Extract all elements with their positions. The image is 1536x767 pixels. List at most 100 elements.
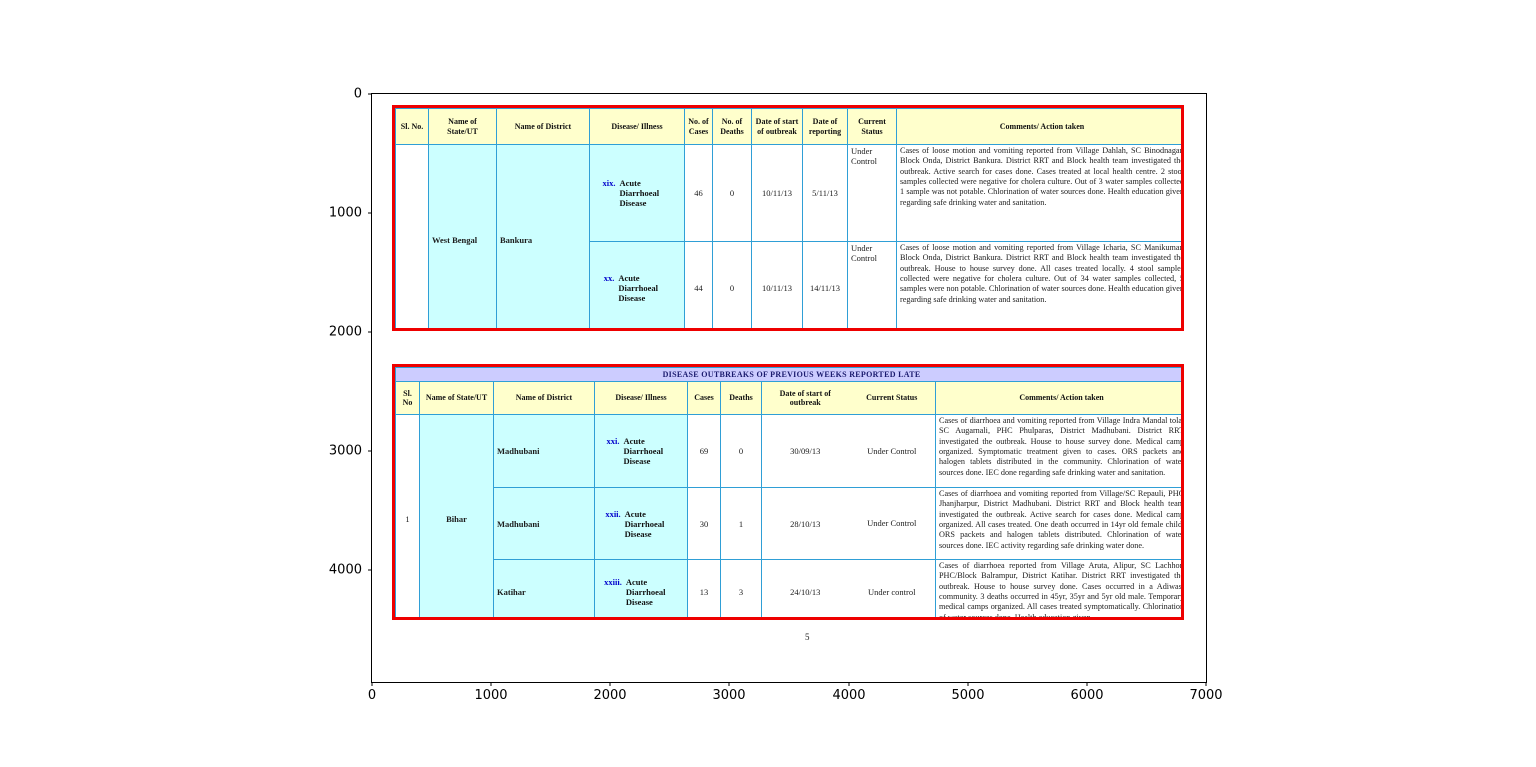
table1-cases-cell: 44: [684, 241, 713, 328]
page-number: 5: [805, 632, 810, 642]
x-tick-label: 3000: [712, 688, 746, 703]
table2-cases-cell: 30: [687, 487, 721, 560]
y-tick-mark: [368, 569, 372, 571]
table1-header-sl-no: Sl. No.: [395, 108, 429, 145]
table2-status-cell: Under Control: [848, 487, 936, 560]
table2-comments-cell: Cases of diarrhoea and vomiting reported…: [934, 487, 1181, 560]
x-tick-mark: [609, 682, 611, 686]
table2-date-start-cell: 24/10/13: [761, 559, 849, 617]
x-tick-mark: [728, 682, 730, 686]
table2-row-xxi: 1 Bihar Madhubani xxi. Acute Diarrhoeal …: [395, 414, 1181, 617]
table1-status-cell: Under Control: [847, 144, 897, 242]
disease-serial: xix.: [602, 178, 616, 188]
table2-title: DISEASE OUTBREAKS OF PREVIOUS WEEKS REPO…: [395, 367, 1181, 382]
table2-cases-cell: 69: [687, 414, 721, 488]
table1-header-status: Current Status: [847, 108, 897, 145]
x-tick-mark: [490, 682, 492, 686]
disease-name: Acute Diarrhoeal Disease: [618, 273, 658, 303]
table2-row-xxii: Madhubani xxii. Acute Diarrhoeal Disease…: [396, 487, 1181, 560]
y-tick-mark: [368, 450, 372, 452]
table2-deaths-cell: 3: [720, 559, 762, 617]
table2-header-sl-no: Sl. No: [395, 381, 420, 415]
table2-header-state: Name of State/UT: [419, 381, 494, 415]
table1-header-disease: Disease/ Illness: [589, 108, 685, 145]
table1-row-xix: West Bengal Bankura xix. Acute Diarrhoea…: [395, 144, 1181, 328]
table1-comments-cell: Cases of loose motion and vomiting repor…: [896, 241, 1181, 328]
outbreak-table-current-week: Sl. No. Name of State/UT Name of Distric…: [392, 105, 1184, 331]
table2-header-cases: Cases: [687, 381, 721, 415]
table2-header-row: Sl. No Name of State/UT Name of District…: [395, 381, 1181, 415]
y-tick-label: 2000: [328, 324, 362, 340]
table2-date-start-cell: 28/10/13: [761, 487, 849, 560]
y-tick-label: 0: [353, 86, 362, 102]
table2-cases-cell: 13: [687, 559, 721, 617]
disease-serial: xx.: [603, 273, 615, 283]
table2-title-row: DISEASE OUTBREAKS OF PREVIOUS WEEKS REPO…: [395, 367, 1181, 382]
table1-header-comments: Comments/ Action taken: [896, 108, 1181, 145]
table2-deaths-cell: 0: [720, 414, 762, 488]
table1: Sl. No. Name of State/UT Name of Distric…: [395, 108, 1181, 328]
x-tick-mark: [1086, 682, 1088, 686]
x-tick-mark: [967, 682, 969, 686]
disease-serial: xxiii.: [604, 576, 622, 587]
table2-header-deaths: Deaths: [720, 381, 762, 415]
table2-row-xxiii: Katihar xxiii. Acute Diarrhoeal Disease …: [396, 559, 1181, 617]
table1-header-cases: No. of Cases: [684, 108, 713, 145]
table2-district-cell: Katihar: [493, 559, 595, 617]
table2-district-cell: Madhubani: [493, 487, 595, 560]
y-tick-label: 4000: [328, 562, 362, 578]
table1-disease-cell: xx. Acute Diarrhoeal Disease: [589, 241, 685, 328]
table1-header-deaths: No. of Deaths: [712, 108, 752, 145]
y-tick-label: 3000: [328, 443, 362, 459]
table1-date-start-cell: 10/11/13: [751, 241, 803, 328]
table1-disease-cell: xix. Acute Diarrhoeal Disease: [589, 144, 685, 242]
table1-date-start-cell: 10/11/13: [751, 144, 803, 242]
table2-disease-cell: xxiii. Acute Diarrhoeal Disease: [594, 559, 688, 617]
x-tick-mark: [371, 682, 373, 686]
x-tick-label: 1000: [474, 688, 508, 703]
table1-header-row: Sl. No. Name of State/UT Name of Distric…: [395, 108, 1181, 145]
x-tick-label: 5000: [951, 688, 985, 703]
x-tick-label: 2000: [593, 688, 627, 703]
disease-name: Acute Diarrhoeal Disease: [619, 178, 660, 208]
disease-serial: xxii.: [605, 508, 621, 519]
table1-status-cell: Under Control: [847, 241, 897, 328]
table2-header-comments: Comments/ Action taken: [934, 381, 1181, 415]
table1-header-state: Name of State/UT: [428, 108, 497, 145]
table2-date-start-cell: 30/09/13: [761, 414, 849, 488]
y-tick-label: 1000: [328, 205, 362, 221]
table2-state-cell: Bihar: [419, 414, 494, 617]
table1-district-cell: Bankura: [496, 144, 590, 328]
table1-deaths-cell: 0: [712, 144, 752, 242]
table1-comments-cell: Cases of loose motion and vomiting repor…: [896, 144, 1181, 242]
table2-disease-cell: xxii. Acute Diarrhoeal Disease: [594, 487, 688, 560]
disease-serial: xxi.: [606, 436, 620, 446]
table2-comments-cell: Cases of diarrhoea and vomiting reported…: [934, 414, 1181, 488]
table2-status-cell: Under Control: [848, 414, 936, 488]
table1-header-date-reporting: Date of reporting: [802, 108, 848, 145]
table2-sl-no-cell: 1: [395, 414, 420, 617]
x-tick-label: 6000: [1070, 688, 1104, 703]
x-tick-label: 4000: [832, 688, 866, 703]
table2-header-disease: Disease/ Illness: [594, 381, 688, 415]
y-tick-mark: [368, 212, 372, 214]
table2-deaths-cell: 1: [720, 487, 762, 560]
table1-state-cell: West Bengal: [428, 144, 497, 328]
outbreak-table-previous-weeks: DISEASE OUTBREAKS OF PREVIOUS WEEKS REPO…: [392, 364, 1184, 620]
table2-disease-cell: xxi. Acute Diarrhoeal Disease: [594, 414, 688, 488]
x-tick-mark: [848, 682, 850, 686]
y-tick-mark: [368, 93, 372, 95]
table1-sl-no-cell: [395, 144, 429, 328]
disease-name: Acute Diarrhoeal Disease: [624, 508, 665, 539]
disease-name: Acute Diarrhoeal Disease: [625, 576, 666, 607]
y-tick-mark: [368, 331, 372, 333]
table2-header-status: Current Status: [848, 381, 936, 415]
table2-header-date-start: Date of start of outbreak: [761, 381, 849, 415]
table1-header-date-start: Date of start of outbreak: [751, 108, 803, 145]
table2-district-cell: Madhubani: [493, 414, 595, 488]
plot-area: 0 1000 2000 3000 4000 0 1000 2000 3000 4…: [329, 87, 1223, 704]
table2-status-cell: Under control: [848, 559, 936, 617]
x-tick-label: 0: [367, 688, 377, 703]
table1-cases-cell: 46: [684, 144, 713, 242]
